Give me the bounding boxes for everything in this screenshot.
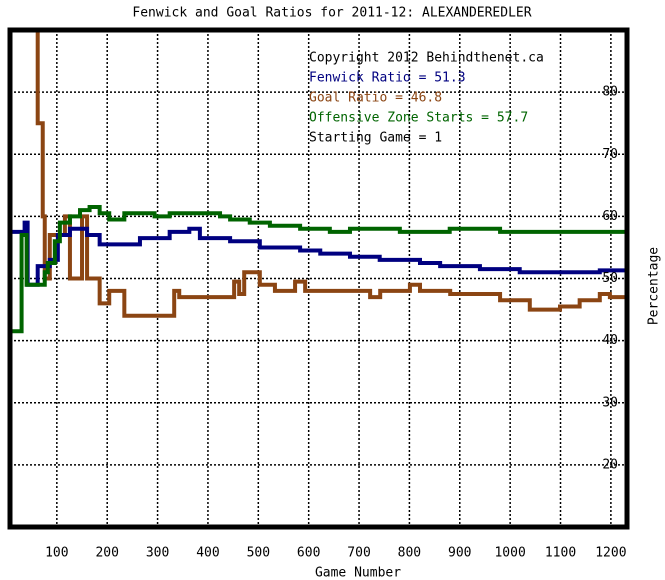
series-line [35,30,627,318]
labels: 100 200 300 400 500 600 700 800 900 1000 1100 1200 2… [45,51,626,561]
x-tick-label: 800 [398,546,421,561]
x-tick-label: 600 [297,546,320,561]
x-tick-label: 1000 [494,546,525,561]
x-tick-label: 1100 [545,546,576,561]
x-tick-label: 500 [247,546,270,561]
y-tick-label: 60 [602,209,618,224]
y-tick-label: 70 [602,147,618,162]
y-axis-label: Percentage [647,247,662,325]
annotation: Starting Game = 1 [309,131,442,146]
x-tick-label: 300 [146,546,169,561]
annotation: Copyright 2012 Behindthenet.ca [309,51,544,66]
chart-title: Fenwick and Goal Ratios for 2011-12: ALE… [132,6,531,21]
y-tick-label: 20 [602,457,618,472]
y-tick-label: 40 [602,333,618,348]
x-tick-label: 400 [196,546,219,561]
series-line [10,205,627,334]
x-tick-label: 200 [95,546,118,561]
legend-entry: Fenwick Ratio = 51.3 [309,71,466,86]
y-tick-label: 50 [602,271,618,286]
y-tick-label: 80 [602,85,618,100]
x-tick-label: 1200 [595,546,626,561]
legend-entry: Offensive Zone Starts = 57.7 [309,111,528,126]
y-tick-label: 30 [602,395,618,410]
x-tick-label: 700 [347,546,370,561]
x-axis-label: Game Number [315,566,401,580]
x-tick-label: 900 [448,546,471,561]
x-tick-label: 100 [45,546,68,561]
plot-lines [10,30,627,334]
plot-frame [7,27,630,530]
legend-entry: Goal Ratio = 46.8 [309,91,442,106]
series-line [10,220,627,287]
